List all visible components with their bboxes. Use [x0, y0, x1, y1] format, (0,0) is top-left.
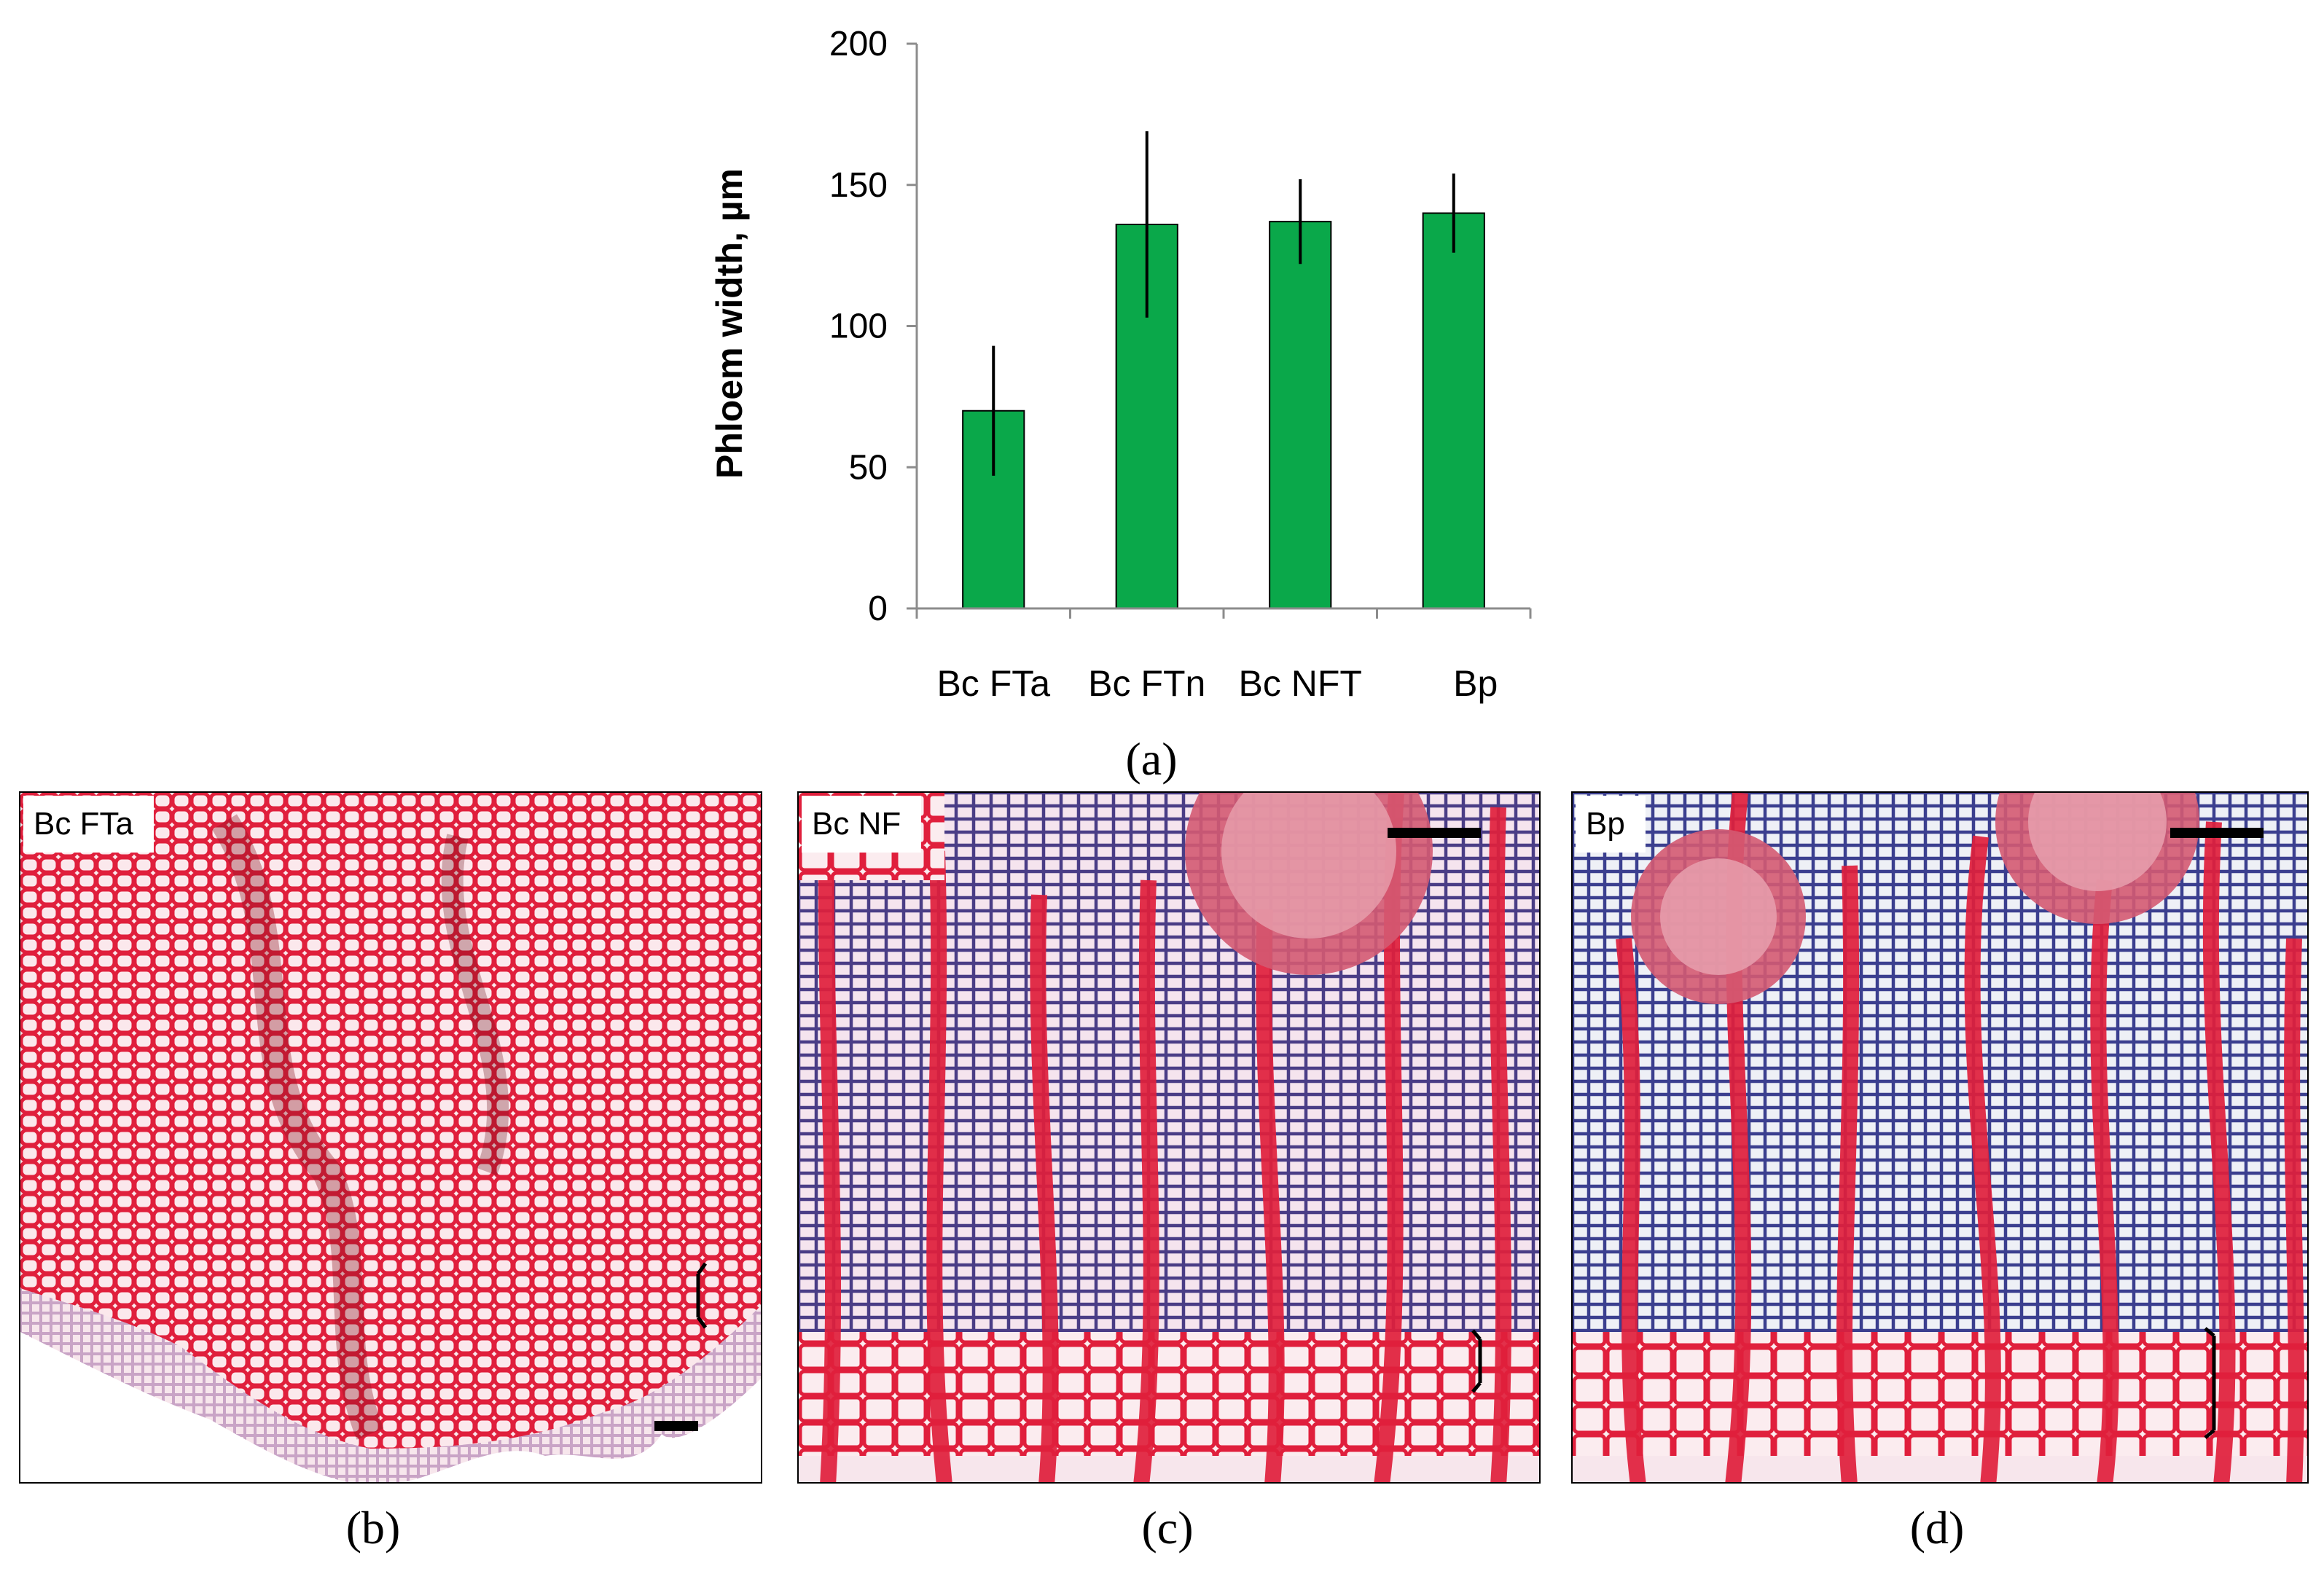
y-tick-label: 0	[868, 589, 888, 628]
x-tick-label: Bc FTa	[936, 663, 1050, 704]
y-axis-label: Phloem width, µm	[709, 168, 750, 479]
y-axis: 0 50 100 150 200	[829, 25, 918, 628]
scale-bar-d	[2170, 828, 2264, 838]
panel-label-d: Bp	[1576, 796, 1646, 853]
caption-a: (a)	[1125, 733, 1178, 785]
micrograph-panel-d: Bp	[1571, 791, 2309, 1484]
y-tick-label: 150	[829, 166, 888, 205]
bars-group	[962, 212, 1485, 609]
x-tick-label: Bp	[1453, 663, 1498, 704]
micrograph-panel-b: Bc FTa	[19, 791, 762, 1484]
bar	[1269, 221, 1332, 609]
scale-bar-c	[1388, 828, 1481, 838]
x-tick-label: Bc FTn	[1088, 663, 1205, 704]
caption-d: (d)	[1909, 1502, 1965, 1554]
micrograph-panel-c: Bc NF	[797, 791, 1541, 1484]
micrograph-image-d	[1573, 793, 2307, 1482]
x-axis: Bc FTa Bc FTn Bc NFT Bp	[915, 607, 1532, 704]
micrograph-image-b	[20, 793, 761, 1482]
caption-b: (b)	[345, 1502, 401, 1554]
scale-bar-b	[654, 1421, 698, 1431]
panel-label-c: Bc NF	[802, 796, 922, 853]
panel-label-b: Bc FTa	[23, 796, 154, 853]
caption-c: (c)	[1141, 1502, 1194, 1554]
x-tick-label: Bc NFT	[1239, 663, 1362, 704]
bar	[1422, 212, 1485, 609]
micrograph-image-c	[799, 793, 1539, 1482]
phloem-width-bar-chart: 0 50 100 150 200 Bc FTa Bc FTn Bc NFT Bp Phloem…	[709, 25, 1532, 704]
y-tick-label: 50	[849, 448, 888, 487]
y-tick-label: 100	[829, 307, 888, 346]
y-tick-label: 200	[829, 25, 888, 63]
error-bars-group	[992, 131, 1455, 476]
